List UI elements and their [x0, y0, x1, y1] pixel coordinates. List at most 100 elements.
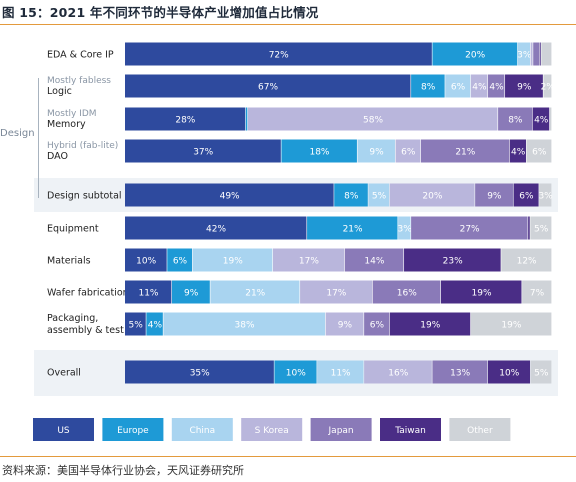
- legend-label: S Korea: [255, 426, 289, 436]
- bar-europe: [146, 312, 163, 336]
- data-label-us: 67%: [258, 83, 278, 93]
- bar-europe: [245, 107, 248, 131]
- figure-title: 图 15：2021 年不同环节的半导体产业增加值占比情况: [2, 5, 319, 20]
- bar-row-wafer-fabrication: Wafer fabrication 11% 9% 21% 17% 16% 19% 7%: [47, 280, 552, 304]
- data-label-s-korea: 4%: [472, 83, 487, 93]
- data-label-taiwan: 9%: [517, 83, 532, 93]
- bar-europe: [281, 139, 357, 163]
- data-label-us: 11%: [138, 289, 158, 299]
- source-rule: [0, 456, 576, 457]
- row-label: EDA & Core IP: [47, 50, 114, 61]
- legend-swatch: [380, 418, 441, 441]
- data-label-us: 42%: [206, 225, 226, 235]
- data-label-japan: 27%: [460, 225, 480, 235]
- data-label-europe: 6%: [173, 257, 188, 267]
- data-label-s-korea: 58%: [363, 116, 383, 126]
- bar-europe: [411, 74, 445, 98]
- legend-label: Japan: [328, 426, 354, 436]
- figure-source: 资料来源：美国半导体行业协会，天风证券研究所: [2, 464, 244, 477]
- bar-row-overall: Overall 35% 10% 11% 16% 13% 10% 5%: [47, 360, 552, 384]
- bar-europe: [334, 183, 368, 207]
- row-sublabel: Mostly IDM: [47, 109, 97, 119]
- title-rule: [0, 24, 576, 25]
- data-label-s-korea: 20%: [422, 192, 442, 202]
- bar-other: [530, 360, 552, 384]
- bar-taiwan: [528, 216, 530, 240]
- bar-row-dao: Hybrid (fab-lite)DAO 37% 18% 9% 6% 21% 4% 6%: [47, 139, 552, 163]
- data-label-taiwan: 10%: [499, 369, 519, 379]
- data-label-europe: 18%: [309, 148, 329, 158]
- data-label-japan: 8%: [508, 116, 523, 126]
- bar-japan: [533, 42, 540, 66]
- bar-europe: [432, 42, 518, 66]
- bar-china: [317, 360, 364, 384]
- data-label-us: 72%: [269, 51, 289, 61]
- row-label: Overall: [47, 368, 81, 379]
- bar-s-korea: [247, 107, 498, 131]
- data-label-china: 21%: [245, 289, 265, 299]
- bar-taiwan: [404, 248, 501, 272]
- data-label-other: 3%: [538, 192, 553, 202]
- bar-us: [125, 107, 246, 131]
- data-label-us: 10%: [136, 257, 156, 267]
- chart-legend: US Europe China S Korea Japan Taiwan Other: [33, 418, 511, 441]
- bar-china: [398, 216, 411, 240]
- data-label-taiwan: 4%: [534, 116, 549, 126]
- data-label-japan: 21%: [455, 148, 475, 158]
- data-label-s-korea: 6%: [401, 148, 416, 158]
- data-label-japan: 16%: [397, 289, 417, 299]
- bar-japan: [420, 139, 510, 163]
- bar-other: [470, 312, 552, 336]
- legend-item-europe: Europe: [102, 418, 164, 441]
- data-label-europe: 10%: [286, 369, 306, 379]
- bar-japan: [498, 107, 532, 131]
- legend-swatch: [171, 418, 233, 441]
- data-label-s-korea: 9%: [338, 321, 353, 331]
- data-label-china: 9%: [369, 148, 384, 158]
- data-label-japan: 9%: [487, 192, 502, 202]
- legend-item-china: China: [171, 418, 233, 441]
- data-label-taiwan: 4%: [511, 148, 526, 158]
- bar-us: [125, 248, 167, 272]
- data-label-japan: 6%: [370, 321, 385, 331]
- data-label-taiwan: 19%: [420, 321, 440, 331]
- legend-swatch: [310, 418, 372, 441]
- bar-us: [125, 280, 172, 304]
- data-label-taiwan: 6%: [519, 192, 534, 202]
- data-label-other: 2%: [541, 83, 556, 93]
- data-label-s-korea: 17%: [299, 257, 319, 267]
- data-label-europe: 9%: [184, 289, 199, 299]
- data-label-us: 49%: [220, 192, 240, 202]
- bar-europe: [307, 216, 398, 240]
- legend-swatch: [449, 418, 511, 441]
- data-label-europe: 8%: [421, 83, 436, 93]
- bar-taiwan: [513, 183, 539, 207]
- bar-other: [539, 183, 552, 207]
- row-sublabel: Hybrid (fab-lite): [47, 141, 118, 151]
- data-label-us: 37%: [193, 148, 213, 158]
- chart-bars: EDA & Core IP 72% 20% 3% Mostly fablessLogic…: [47, 42, 556, 384]
- data-label-europe: 8%: [344, 192, 359, 202]
- bar-s-korea: [470, 74, 488, 98]
- row-label: Wafer fabrication: [47, 288, 129, 299]
- data-label-china: 3%: [397, 225, 412, 235]
- data-label-us: 28%: [175, 116, 195, 126]
- bar-row-materials: Materials 10% 6% 19% 17% 14% 23% 12%: [47, 248, 552, 272]
- data-label-taiwan: 23%: [443, 257, 463, 267]
- bar-row-eda-core-ip: EDA & Core IP 72% 20% 3%: [47, 42, 552, 66]
- bar-taiwan: [389, 312, 471, 336]
- bar-s-korea: [389, 183, 475, 207]
- row-label: Memory: [47, 119, 86, 130]
- data-label-china: 19%: [223, 257, 243, 267]
- data-label-europe: 4%: [148, 321, 163, 331]
- legend-item-taiwan: Taiwan: [380, 418, 441, 441]
- data-label-s-korea: 17%: [326, 289, 346, 299]
- bar-europe: [167, 248, 193, 272]
- design-group-label: Design: [0, 128, 35, 139]
- bar-taiwan: [509, 139, 527, 163]
- legend-item-japan: Japan: [310, 418, 372, 441]
- bar-s-korea: [530, 42, 533, 66]
- bar-japan: [364, 312, 390, 336]
